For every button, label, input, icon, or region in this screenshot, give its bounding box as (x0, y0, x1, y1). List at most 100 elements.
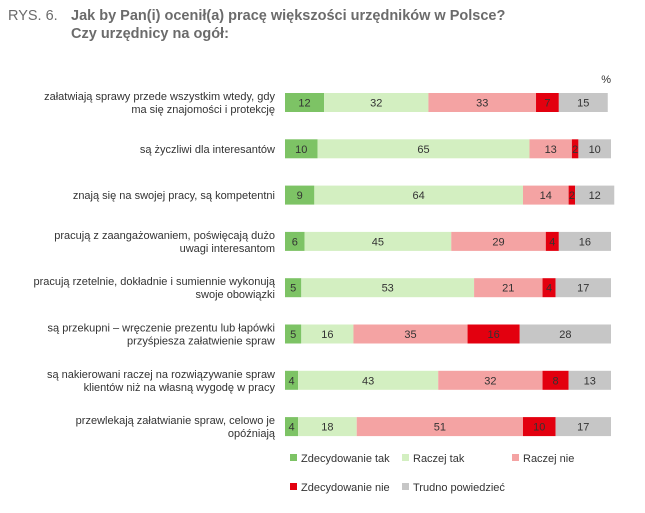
bar-segment (324, 93, 429, 112)
legend-label: Raczej tak (413, 453, 465, 465)
category-label-line: uwagi interesantom (180, 243, 275, 255)
bar-segment (285, 278, 302, 298)
data-label: 32 (370, 98, 382, 110)
data-label: 12 (589, 190, 601, 202)
data-label: 18 (321, 422, 333, 434)
data-label: 64 (413, 190, 425, 202)
bar-segment (529, 139, 572, 159)
bar-segment (298, 370, 439, 390)
bar-segment (428, 93, 537, 112)
data-label: 9 (297, 190, 303, 202)
data-label: 43 (362, 375, 374, 387)
legend-label: Trudno powiedzieć (413, 482, 505, 494)
legend-swatch (290, 454, 297, 461)
data-label: 6 (292, 236, 298, 248)
bar-segment (285, 324, 302, 344)
data-label: 16 (321, 329, 333, 341)
data-label: 10 (295, 144, 307, 156)
bar-segment (285, 139, 318, 159)
legend-swatch (402, 454, 409, 461)
category-label: są nakierowani raczej na rozwiązywanie s… (47, 369, 276, 394)
data-label: 45 (372, 236, 384, 248)
data-label: 51 (434, 422, 446, 434)
bar-segment (438, 370, 543, 390)
data-label: 5 (290, 283, 296, 295)
bar-segment (285, 93, 325, 112)
data-label: 35 (404, 329, 416, 341)
data-label: 13 (584, 375, 596, 387)
category-label-line: ma się znajomości i protekcję (131, 104, 275, 116)
bar-segment (522, 417, 556, 437)
data-label: 5 (290, 329, 296, 341)
data-label: 17 (577, 422, 589, 434)
legend-label: Zdecydowanie tak (301, 453, 390, 465)
bar-segment (536, 93, 559, 112)
category-label-line: przewlekają załatwianie spraw, celowo je (76, 415, 275, 427)
category-label-line: są przekupni – wręczenie prezentu lub ła… (48, 323, 275, 335)
data-label: 53 (382, 283, 394, 295)
category-label-line: przyśpiesza załatwienie spraw (127, 336, 275, 348)
data-label: 14 (540, 190, 552, 202)
data-label: 13 (545, 144, 557, 156)
bar-segment (317, 139, 530, 159)
bar-segment (555, 417, 611, 437)
data-label: 2 (572, 144, 578, 156)
bar-segment (558, 93, 608, 112)
bar-segment (519, 324, 611, 344)
category-label-line: klientów niż na własną wygodę w pracy (84, 382, 276, 394)
data-label: 28 (559, 329, 571, 341)
figure-question: Jak by Pan(i) ocenił(a) pracę większości… (71, 8, 506, 24)
figure-subquestion: Czy urzędnicy na ogół: (71, 26, 229, 42)
category-label-line: pracują z zaangażowaniem, poświęcają duż… (54, 230, 275, 242)
bar-segment (356, 417, 523, 437)
bar-segment (568, 370, 611, 390)
category-label-line: pracują rzetelnie, dokładnie i sumiennie… (33, 276, 275, 288)
data-label: 4 (288, 422, 294, 434)
data-label: 33 (476, 98, 488, 110)
bar-segment (451, 231, 546, 251)
bar-segment (301, 278, 475, 298)
category-label-line: są życzliwi dla interesantów (140, 144, 275, 156)
data-label: 65 (417, 144, 429, 156)
category-label: są życzliwi dla interesantów (140, 144, 275, 156)
category-label: znają się na swojej pracy, są kompetentn… (73, 190, 275, 202)
bar-segment (558, 231, 611, 251)
bar-segment (568, 185, 576, 205)
bar-segment (285, 185, 315, 205)
bar-segment (467, 324, 520, 344)
unit-label: % (601, 74, 611, 86)
bar-segment (542, 278, 556, 298)
data-label: 17 (577, 283, 589, 295)
bar-segment (575, 185, 615, 205)
data-label: 15 (577, 98, 589, 110)
category-label: przewlekają załatwianie spraw, celowo je… (76, 415, 276, 440)
data-label: 2 (569, 190, 575, 202)
category-label-line: załatwiają sprawy przede wszystkim wtedy… (44, 91, 275, 103)
category-label-line: swoje obowiązki (196, 289, 275, 301)
legend-swatch (512, 454, 519, 461)
data-label: 10 (589, 144, 601, 156)
data-label: 29 (492, 236, 504, 248)
category-label: załatwiają sprawy przede wszystkim wtedy… (44, 91, 275, 116)
data-label: 4 (549, 236, 555, 248)
bar-segment (301, 324, 354, 344)
data-label: 16 (488, 329, 500, 341)
category-label-line: znają się na swojej pracy, są kompetentn… (73, 190, 275, 202)
data-label: 32 (484, 375, 496, 387)
bar-segment (542, 370, 569, 390)
bar-segment (353, 324, 468, 344)
category-label: pracują z zaangażowaniem, poświęcają duż… (54, 230, 275, 255)
legend-label: Raczej nie (523, 453, 574, 465)
bar-segment (474, 278, 543, 298)
bar-segment (578, 139, 611, 159)
data-label: 21 (502, 283, 514, 295)
bar-segment (304, 231, 452, 251)
bar-segment (314, 185, 523, 205)
bar-segment (285, 370, 299, 390)
figure-label: RYS. 6. (8, 8, 58, 24)
data-label: 10 (533, 422, 545, 434)
data-label: 4 (288, 375, 294, 387)
data-label: 12 (298, 98, 310, 110)
data-label: 4 (546, 283, 552, 295)
